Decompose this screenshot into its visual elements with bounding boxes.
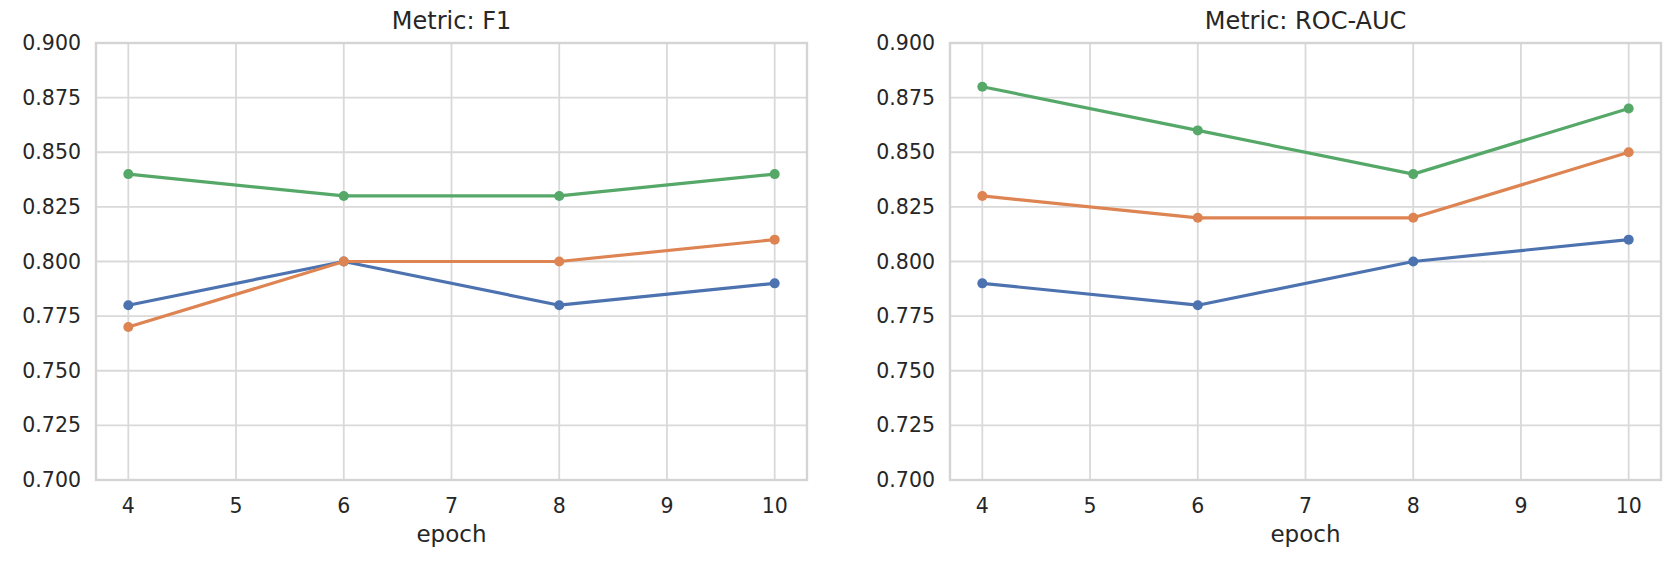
data-point-green-series	[554, 191, 564, 201]
y-tick-label: 0.700	[876, 468, 935, 492]
x-tick-label: 6	[1191, 494, 1204, 518]
y-tick-label: 0.775	[876, 304, 935, 328]
data-point-green-series	[123, 169, 133, 179]
figure-metrics-by-epoch: 0.900 0.875 0.850 0.825 0.800 0.775 0.750 0.725…	[0, 0, 1673, 565]
x-tick-label: 8	[1407, 494, 1420, 518]
y-tick-label: 0.825	[876, 195, 935, 219]
data-point-blue-series	[554, 300, 564, 310]
y-tick-label: 0.825	[22, 195, 81, 219]
y-tick-label: 0.900	[22, 31, 81, 55]
data-point-orange-series	[339, 257, 349, 267]
y-tick-label: 0.725	[22, 413, 81, 437]
data-point-orange-series	[770, 235, 780, 245]
data-point-orange-series	[123, 322, 133, 332]
chart-metric-f1: 0.900 0.875 0.850 0.825 0.800 0.775 0.750 0.725…	[0, 0, 836, 565]
y-tick-label: 0.750	[876, 359, 935, 383]
data-point-blue-series	[1408, 257, 1418, 267]
y-tick-label: 0.700	[22, 468, 81, 492]
x-tick-label: 8	[553, 494, 566, 518]
x-tick-label: 10	[762, 494, 788, 518]
data-point-orange-series	[1624, 147, 1634, 157]
x-axis-label: epoch	[416, 521, 486, 547]
data-point-green-series	[1408, 169, 1418, 179]
y-tick-label: 0.800	[22, 250, 81, 274]
data-point-orange-series	[977, 191, 987, 201]
x-tick-label: 7	[1299, 494, 1312, 518]
x-tick-label: 10	[1616, 494, 1642, 518]
y-tick-label: 0.750	[22, 359, 81, 383]
y-tick-label: 0.850	[876, 140, 935, 164]
y-tick-label: 0.850	[22, 140, 81, 164]
data-point-green-series	[339, 191, 349, 201]
x-tick-label: 7	[445, 494, 458, 518]
data-point-orange-series	[554, 257, 564, 267]
data-point-blue-series	[977, 278, 987, 288]
y-tick-label: 0.800	[876, 250, 935, 274]
x-tick-label: 9	[1514, 494, 1527, 518]
x-axis-label: epoch	[1270, 521, 1340, 547]
y-tick-label: 0.875	[876, 86, 935, 110]
data-point-orange-series	[1408, 213, 1418, 223]
data-point-blue-series	[123, 300, 133, 310]
y-tick-label: 0.900	[876, 31, 935, 55]
data-point-blue-series	[1624, 235, 1634, 245]
chart-title: Metric: ROC-AUC	[1205, 7, 1407, 35]
chart-metric-roc-auc: 0.900 0.875 0.850 0.825 0.800 0.775 0.750 0.725…	[836, 0, 1673, 565]
chart-title: Metric: F1	[392, 7, 511, 35]
data-point-green-series	[770, 169, 780, 179]
x-tick-label: 5	[230, 494, 243, 518]
x-tick-label: 9	[660, 494, 673, 518]
x-tick-label: 4	[976, 494, 989, 518]
x-tick-label: 5	[1084, 494, 1097, 518]
data-point-blue-series	[1193, 300, 1203, 310]
y-tick-label: 0.875	[22, 86, 81, 110]
data-point-orange-series	[1193, 213, 1203, 223]
data-point-blue-series	[770, 278, 780, 288]
y-tick-label: 0.725	[876, 413, 935, 437]
data-point-green-series	[1624, 104, 1634, 114]
x-tick-label: 6	[337, 494, 350, 518]
y-tick-label: 0.775	[22, 304, 81, 328]
data-point-green-series	[1193, 125, 1203, 135]
data-point-green-series	[977, 82, 987, 92]
x-tick-label: 4	[122, 494, 135, 518]
